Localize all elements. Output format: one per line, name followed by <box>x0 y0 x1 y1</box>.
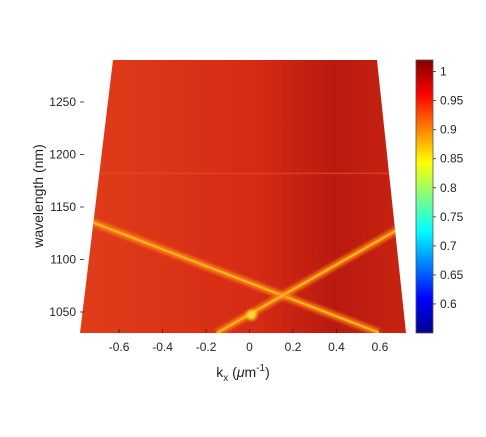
plot-area <box>80 60 406 333</box>
colorbar-ticks: 0.6 0.65 0.7 0.75 0.8 0.85 0.9 0.95 1 <box>433 65 464 311</box>
y-tick-label: 1250 <box>49 95 76 109</box>
heatmap-band <box>80 216 381 333</box>
colorbar-tick-label: 0.95 <box>440 94 464 108</box>
colorbar-tick-label: 0.85 <box>440 152 464 166</box>
y-tick-label: 1150 <box>50 200 76 214</box>
x-tick-label: -0.6 <box>109 340 130 354</box>
x-axis: -0.6 -0.4 -0.2 0 0.2 0.4 0.6 <box>109 329 389 354</box>
x-tick-label: -0.4 <box>152 340 173 354</box>
x-axis-label: kx (μm-1) <box>216 363 269 384</box>
band-crossing-point <box>246 310 257 321</box>
heatmap-field <box>80 60 406 333</box>
colorbar-tick-label: 0.7 <box>440 239 457 253</box>
colorbar-tick-label: 0.8 <box>440 181 457 195</box>
x-tick-label: -0.2 <box>196 340 217 354</box>
colorbar-tick-label: 0.65 <box>440 268 464 282</box>
x-tick-label: 0 <box>246 340 253 354</box>
y-tick-label: 1200 <box>49 148 76 162</box>
y-axis: 1050 1100 1150 1200 1250 <box>49 95 84 319</box>
x-tick-label: 0.6 <box>372 340 389 354</box>
y-tick-label: 1050 <box>49 305 76 319</box>
x-tick-label: 0.2 <box>285 340 302 354</box>
y-tick-label: 1100 <box>50 253 76 267</box>
heatmap-background <box>80 60 406 333</box>
heatmap-features <box>80 168 406 333</box>
colorbar-gradient <box>415 59 434 334</box>
colorbar-tick-label: 0.6 <box>440 297 457 311</box>
colorbar-tick-label: 0.9 <box>440 123 457 137</box>
y-axis-label: wavelength (nm) <box>30 144 46 249</box>
x-tick-label: 0.4 <box>328 340 345 354</box>
colorbar-tick-label: 0.75 <box>440 210 464 224</box>
colorbar: 0.6 0.65 0.7 0.75 0.8 0.85 0.9 0.95 1 <box>415 59 464 334</box>
colorbar-tick-label: 1 <box>440 65 447 79</box>
